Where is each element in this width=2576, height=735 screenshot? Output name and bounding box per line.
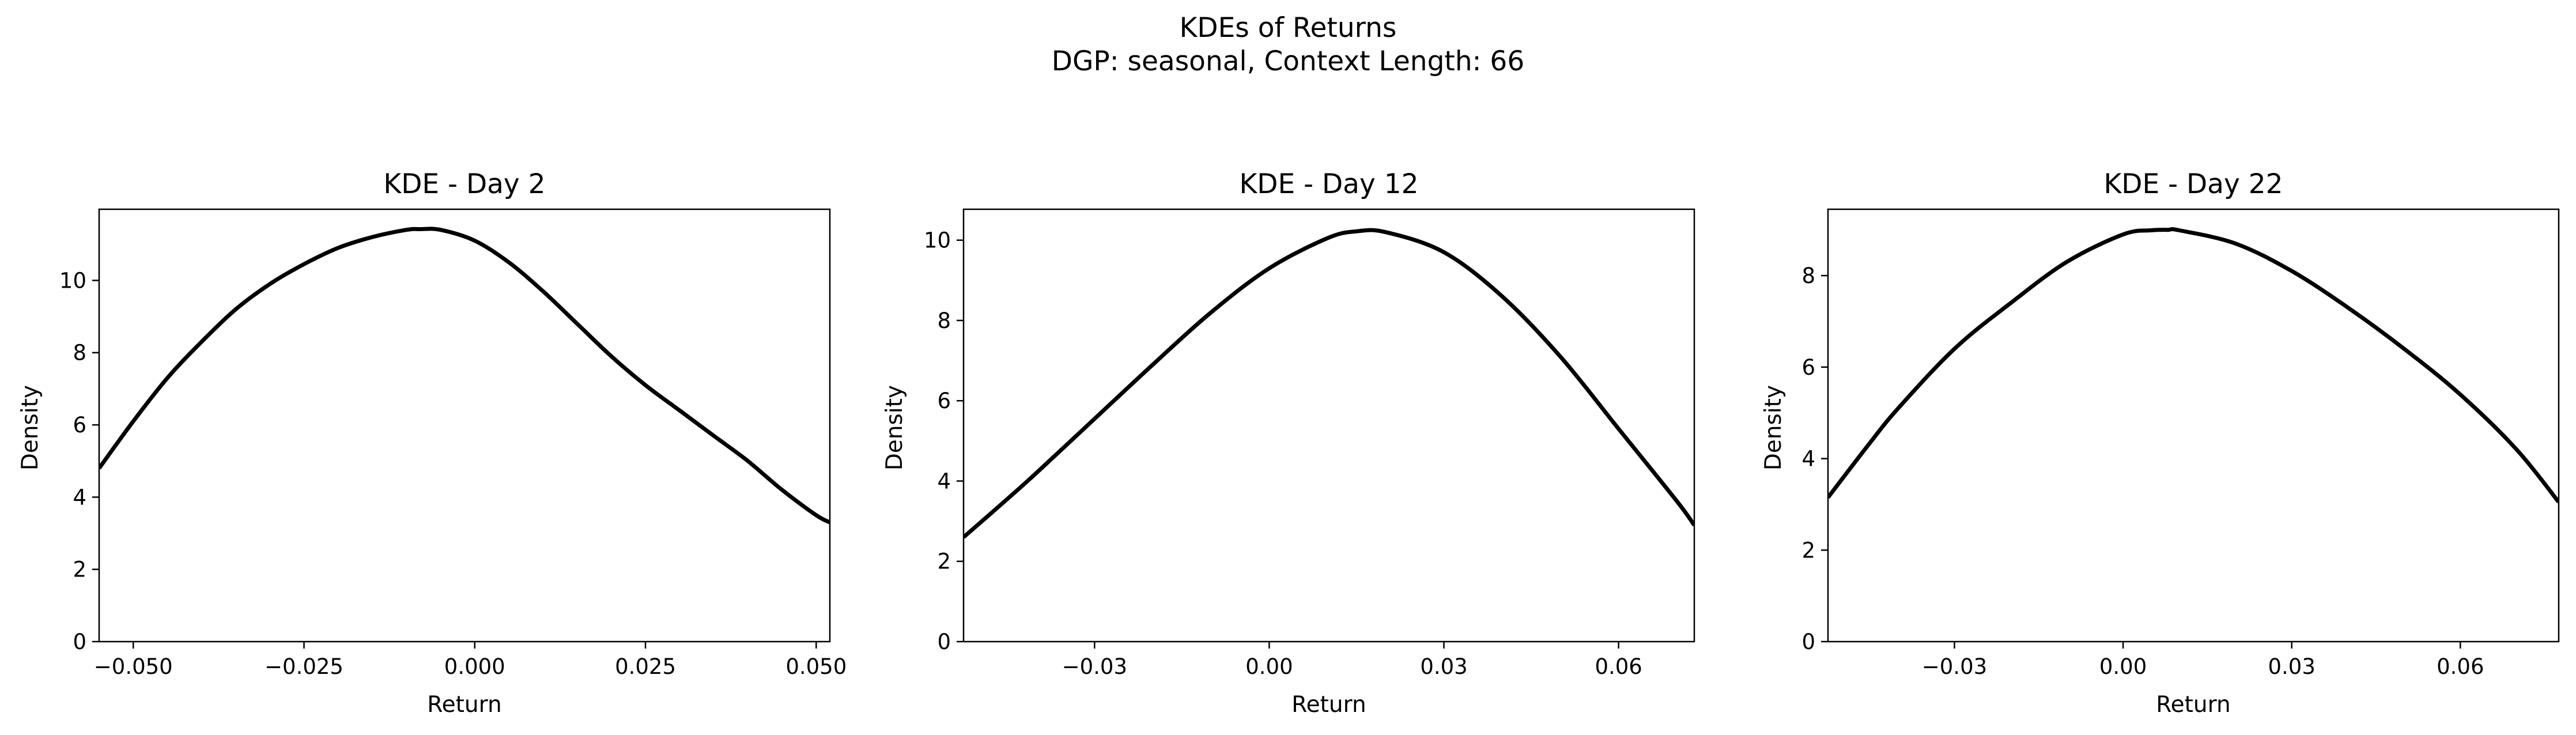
x-tick-label: 0.025 xyxy=(615,654,676,679)
y-tick-label: 4 xyxy=(937,469,951,493)
y-tick-label: 6 xyxy=(937,389,951,413)
y-axis-label: Density xyxy=(1761,385,1786,470)
y-tick-label: 8 xyxy=(73,341,86,365)
x-tick-label: 0.06 xyxy=(2437,654,2484,679)
x-tick-label: 0.03 xyxy=(1420,654,1467,679)
x-tick-label: 0.050 xyxy=(785,654,847,679)
panel-title: KDE - Day 22 xyxy=(2103,168,2283,200)
x-tick-label: −0.03 xyxy=(1922,654,1987,679)
kde-curve xyxy=(1828,227,2559,504)
panel-title: KDE - Day 2 xyxy=(383,168,545,200)
x-tick-label: 0.00 xyxy=(2099,654,2147,679)
y-tick-label: 0 xyxy=(73,630,86,654)
x-tick-label: 0.00 xyxy=(1245,654,1293,679)
y-tick-label: 4 xyxy=(73,485,86,510)
x-tick-label: 0.000 xyxy=(444,654,505,679)
y-axis-label: Density xyxy=(882,385,908,470)
y-axis-label: Density xyxy=(17,385,43,470)
y-tick-label: 10 xyxy=(59,268,86,293)
kde-curve xyxy=(964,228,1694,539)
x-tick-label: 0.06 xyxy=(1595,654,1642,679)
x-axis-label: Return xyxy=(427,692,501,718)
x-tick-label: 0.03 xyxy=(2268,654,2315,679)
figure-title: KDEs of Returns xyxy=(1180,12,1397,44)
kde-curve xyxy=(99,227,830,525)
x-axis-label: Return xyxy=(1291,692,1366,718)
y-tick-label: 2 xyxy=(937,549,951,574)
kde-panel-day-2: KDE - Day 2 Return Density −0.050 −0.025 0… xyxy=(17,168,847,718)
axes-frame xyxy=(1827,208,2560,643)
x-axis-label: Return xyxy=(2156,692,2230,718)
axes-frame xyxy=(98,208,831,643)
figure-subtitle: DGP: seasonal, Context Length: 66 xyxy=(1052,46,1524,77)
x-tick-label: −0.050 xyxy=(94,654,173,679)
x-tick-label: −0.025 xyxy=(265,654,343,679)
kde-panel-day-22: KDE - Day 22 Return Density −0.03 0.00 0.0… xyxy=(1761,168,2560,718)
kde-panel-day-12: KDE - Day 12 Return Density −0.03 0.00 0.0… xyxy=(882,168,1695,718)
y-tick-label: 6 xyxy=(1801,355,1815,380)
y-tick-label: 8 xyxy=(1801,263,1815,288)
x-tick-label: −0.03 xyxy=(1062,654,1127,679)
y-tick-label: 8 xyxy=(937,308,951,333)
axes-frame xyxy=(962,208,1695,643)
y-tick-label: 10 xyxy=(924,228,951,253)
y-tick-label: 4 xyxy=(1801,447,1815,472)
y-tick-label: 2 xyxy=(1801,538,1815,563)
y-tick-label: 0 xyxy=(1801,630,1815,654)
y-tick-label: 6 xyxy=(73,413,86,438)
y-tick-label: 2 xyxy=(73,557,86,582)
panel-title: KDE - Day 12 xyxy=(1239,168,1418,200)
y-tick-label: 0 xyxy=(937,630,951,654)
